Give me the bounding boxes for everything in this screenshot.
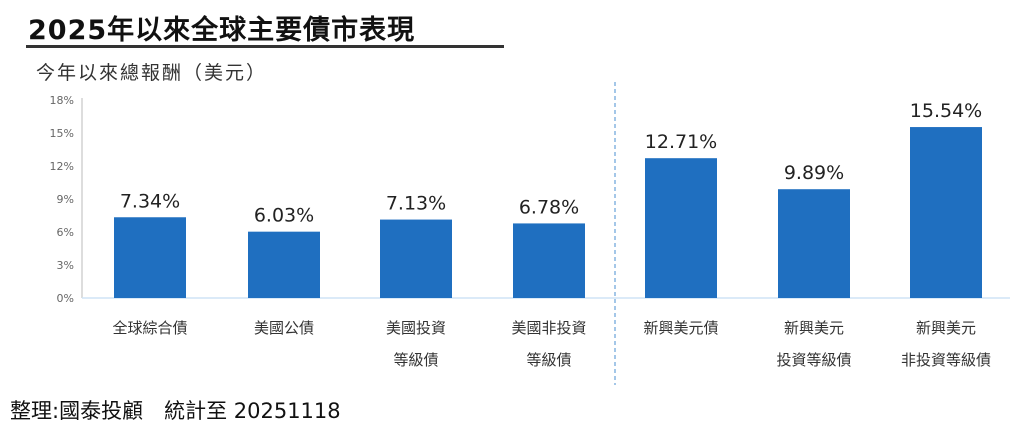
x-tick-label: 非投資等級債: [901, 351, 991, 369]
x-tick-label: 等級債: [526, 351, 571, 369]
source-note: 整理:國泰投顧 統計至 20251118: [10, 399, 341, 423]
x-tick-label: 美國投資: [386, 319, 446, 337]
data-label: 15.54%: [910, 100, 982, 122]
y-tick-label: 12%: [50, 160, 74, 173]
bar: [910, 127, 982, 298]
chart-title: 2025年以來全球主要債市表現: [28, 15, 416, 46]
bar: [645, 158, 717, 298]
y-tick-label: 18%: [50, 94, 74, 107]
data-label: 6.03%: [254, 205, 314, 227]
bar: [380, 219, 452, 298]
data-label: 9.89%: [784, 162, 844, 184]
chart-subtitle: 今年以來總報酬（美元）: [36, 62, 268, 84]
data-label: 12.71%: [645, 131, 717, 153]
x-tick-label: 全球綜合債: [112, 319, 187, 337]
x-tick-label: 美國公債: [254, 319, 314, 337]
x-tick-label: 新興美元: [916, 319, 976, 337]
x-tick-label: 美國非投資: [511, 319, 586, 337]
x-tick-label: 新興美元: [784, 319, 844, 337]
data-label: 7.34%: [120, 190, 180, 212]
x-tick-label: 等級債: [393, 351, 438, 369]
y-tick-label: 3%: [57, 259, 74, 272]
bar: [248, 231, 320, 298]
title-underline: [26, 45, 504, 48]
bar: [114, 217, 186, 298]
y-tick-label: 15%: [50, 127, 74, 140]
x-tick-label: 投資等級債: [776, 351, 851, 369]
y-tick-label: 6%: [57, 226, 74, 239]
bar: [513, 223, 585, 298]
bar: [778, 189, 850, 298]
y-tick-label: 0%: [57, 292, 74, 305]
y-tick-label: 9%: [57, 193, 74, 206]
data-label: 7.13%: [386, 193, 446, 215]
data-label: 6.78%: [519, 196, 579, 218]
x-tick-label: 新興美元債: [643, 319, 718, 337]
